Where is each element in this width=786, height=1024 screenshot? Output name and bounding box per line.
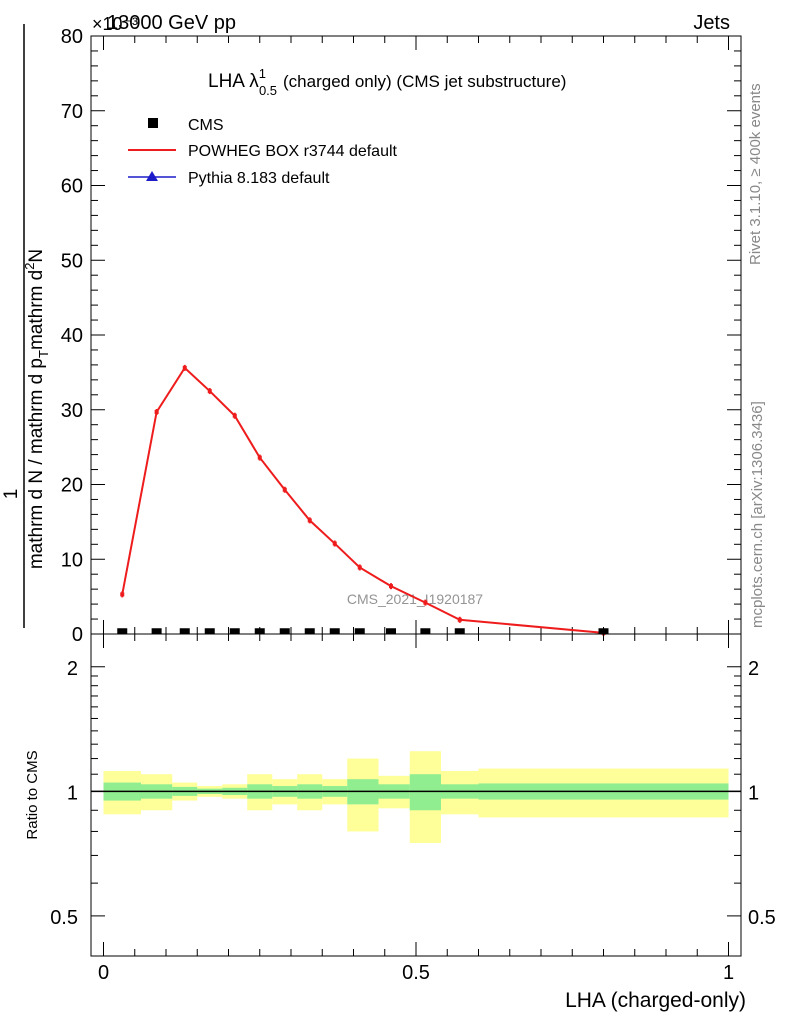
- cms-point: [229, 628, 240, 635]
- ratio-y-tick-label: 0.5: [50, 907, 78, 929]
- x-tick-label: 0: [98, 962, 109, 984]
- cms-point: [179, 628, 190, 635]
- exponent-label: ×10⁻³: [92, 14, 138, 34]
- powheg-point: [154, 409, 159, 414]
- upper-y-axis: 0 10 20 30 40 50 60 70 80: [61, 26, 741, 646]
- powheg-point: [182, 365, 187, 370]
- ylabel-num-two-pre: mathrm d: [26, 270, 47, 350]
- ratio-y-tick-label-right: 1: [748, 782, 759, 804]
- upper-data-layer: [117, 364, 609, 636]
- legend-powheg-label: POWHEG BOX r3744 default: [188, 143, 398, 160]
- y-tick-label: 80: [61, 26, 83, 48]
- powheg-line: [121, 366, 604, 634]
- title-sup: 1: [259, 66, 266, 81]
- powheg-point: [120, 592, 125, 597]
- y-tick-label: 10: [61, 549, 83, 571]
- y-tick-label: 30: [61, 400, 83, 422]
- cms-point: [279, 628, 290, 635]
- ratio-y-tick-label: 1: [67, 782, 78, 804]
- watermark: CMS_2021_I1920187: [347, 591, 483, 607]
- cms-point: [454, 628, 465, 635]
- cms-point: [204, 628, 215, 635]
- cms-point: [304, 628, 315, 635]
- cms-point: [420, 628, 431, 635]
- title-sub: 0.5: [259, 83, 277, 98]
- powheg-point: [423, 600, 428, 605]
- ylabel-den-one: mathrm d N / mathrm d p: [26, 358, 47, 569]
- y-tick-label: 60: [61, 176, 83, 198]
- powheg-point: [457, 617, 462, 622]
- y-tick-label: 40: [61, 325, 83, 347]
- ratio-bands: [103, 751, 729, 844]
- cms-point: [254, 628, 265, 635]
- legend: CMS POWHEG BOX r3744 default Pythia 8.18…: [128, 117, 398, 187]
- x-tick-label: 1: [723, 962, 734, 984]
- cms-point: [386, 628, 396, 635]
- ratio-y-axis: 0.5 0.5 1 1 2 2: [50, 658, 776, 929]
- rivet-label: Rivet 3.1.10, ≥ 400k events: [747, 83, 764, 265]
- cms-point: [354, 628, 365, 635]
- header-left: 13000 GeV pp: [107, 12, 236, 34]
- legend-pythia-marker: [146, 171, 158, 181]
- y-tick-label: 0: [72, 624, 83, 646]
- ratio-y-tick-label: 2: [67, 658, 78, 680]
- powheg-point: [332, 541, 337, 546]
- x-tick-label: 0.5: [402, 962, 430, 984]
- cms-point: [329, 628, 340, 635]
- ratio-y-label: Ratio to CMS: [24, 750, 41, 839]
- cms-point: [117, 628, 128, 635]
- ratio-band-inner: [409, 774, 441, 811]
- legend-pythia-label: Pythia 8.183 default: [188, 170, 330, 187]
- powheg-point: [357, 565, 362, 570]
- upper-x-ticks: [103, 36, 729, 634]
- ylabel-num-two-sup: 2: [22, 263, 37, 270]
- powheg-point: [257, 455, 262, 460]
- cms-point: [598, 628, 609, 635]
- ratio-y-tick-label-right: 0.5: [748, 907, 776, 929]
- powheg-point: [232, 413, 237, 418]
- y-tick-label: 20: [61, 475, 83, 497]
- cms-point: [151, 628, 162, 635]
- title-pre: LHA λ: [208, 71, 259, 92]
- mcplots-label: mcplots.cern.ch [arXiv:1306.3436]: [749, 401, 766, 628]
- upper-y-axis-label: 1 mathrm d N / mathrm d pTmathrm d2N: [1, 24, 51, 628]
- powheg-point: [207, 389, 212, 394]
- y-tick-label: 70: [61, 101, 83, 123]
- y-tick-label: 50: [61, 250, 83, 272]
- ylabel-num-two-post: N: [26, 249, 47, 263]
- title-post: (charged only) (CMS jet substructure): [283, 72, 566, 91]
- ratio-y-tick-label-right: 2: [748, 658, 759, 680]
- legend-cms-label: CMS: [188, 117, 224, 134]
- ylabel-den-one-sub: T: [36, 350, 51, 358]
- powheg-point: [389, 584, 393, 589]
- chart-title: LHA λ1 0.5 (charged only) (CMS jet substru…: [208, 66, 566, 98]
- svg-text:mathrm d N / mathrm d pTmathrm: mathrm d N / mathrm d pTmathrm d2N: [22, 249, 51, 569]
- x-axis-label: LHA (charged-only): [565, 989, 746, 1012]
- legend-cms-marker: [148, 118, 158, 128]
- ratio-x-axis: 0 0.5 1: [98, 634, 734, 984]
- powheg-point: [282, 487, 287, 492]
- header-right: Jets: [693, 12, 730, 34]
- ylabel-num-one: 1: [1, 489, 22, 500]
- powheg-point: [307, 518, 312, 523]
